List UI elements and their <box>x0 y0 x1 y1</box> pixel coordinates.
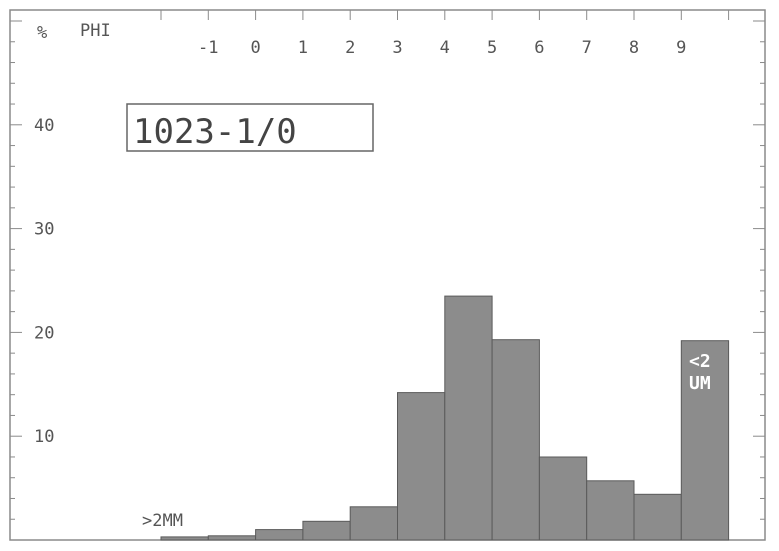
bar-11 <box>680 340 730 541</box>
x-tick-label: 5 <box>487 38 497 58</box>
bar-7 <box>491 339 540 541</box>
fine-fraction-label-line1: <2 <box>689 351 711 372</box>
bar-5 <box>397 392 446 541</box>
bar-9 <box>586 480 635 541</box>
sample-label-box <box>126 103 374 152</box>
x-tick-label: 1 <box>298 38 308 58</box>
tick-marks <box>10 10 765 541</box>
bar-3 <box>302 520 351 541</box>
x-tick-label: 0 <box>250 38 260 58</box>
sample-label: 1023-1/0 <box>133 112 297 152</box>
x-axis-label: PHI <box>80 21 111 41</box>
bar-1 <box>207 535 257 541</box>
x-tick-label: 3 <box>392 38 402 58</box>
y-tick-label: 30 <box>34 220 54 240</box>
y-tick-labels: 10 20 30 40 <box>34 116 54 447</box>
x-tick-label: 9 <box>676 38 686 58</box>
x-tick-label: -1 <box>198 38 218 58</box>
y-axis-label: % <box>37 23 47 43</box>
x-tick-label: 6 <box>534 38 544 58</box>
bar-6 <box>444 295 493 541</box>
x-tick-label: 4 <box>440 38 450 58</box>
y-tick-label: 10 <box>34 427 54 447</box>
y-tick-label: 20 <box>34 323 54 343</box>
bar-8 <box>538 456 588 541</box>
coarse-fraction-label: >2MM <box>142 511 183 531</box>
bar-4 <box>349 506 399 541</box>
plot-frame <box>9 9 766 541</box>
fine-fraction-label-line2: UM <box>689 373 711 394</box>
bars <box>160 295 730 541</box>
x-tick-label: 7 <box>582 38 592 58</box>
x-tick-label: 8 <box>629 38 639 58</box>
bar-0 <box>160 536 209 541</box>
y-tick-label: 40 <box>34 116 54 136</box>
bar-10 <box>633 493 682 541</box>
x-tick-labels: -1 0 1 2 3 4 5 6 7 8 9 <box>198 38 686 58</box>
bar-2 <box>255 529 304 541</box>
x-tick-label: 2 <box>345 38 355 58</box>
